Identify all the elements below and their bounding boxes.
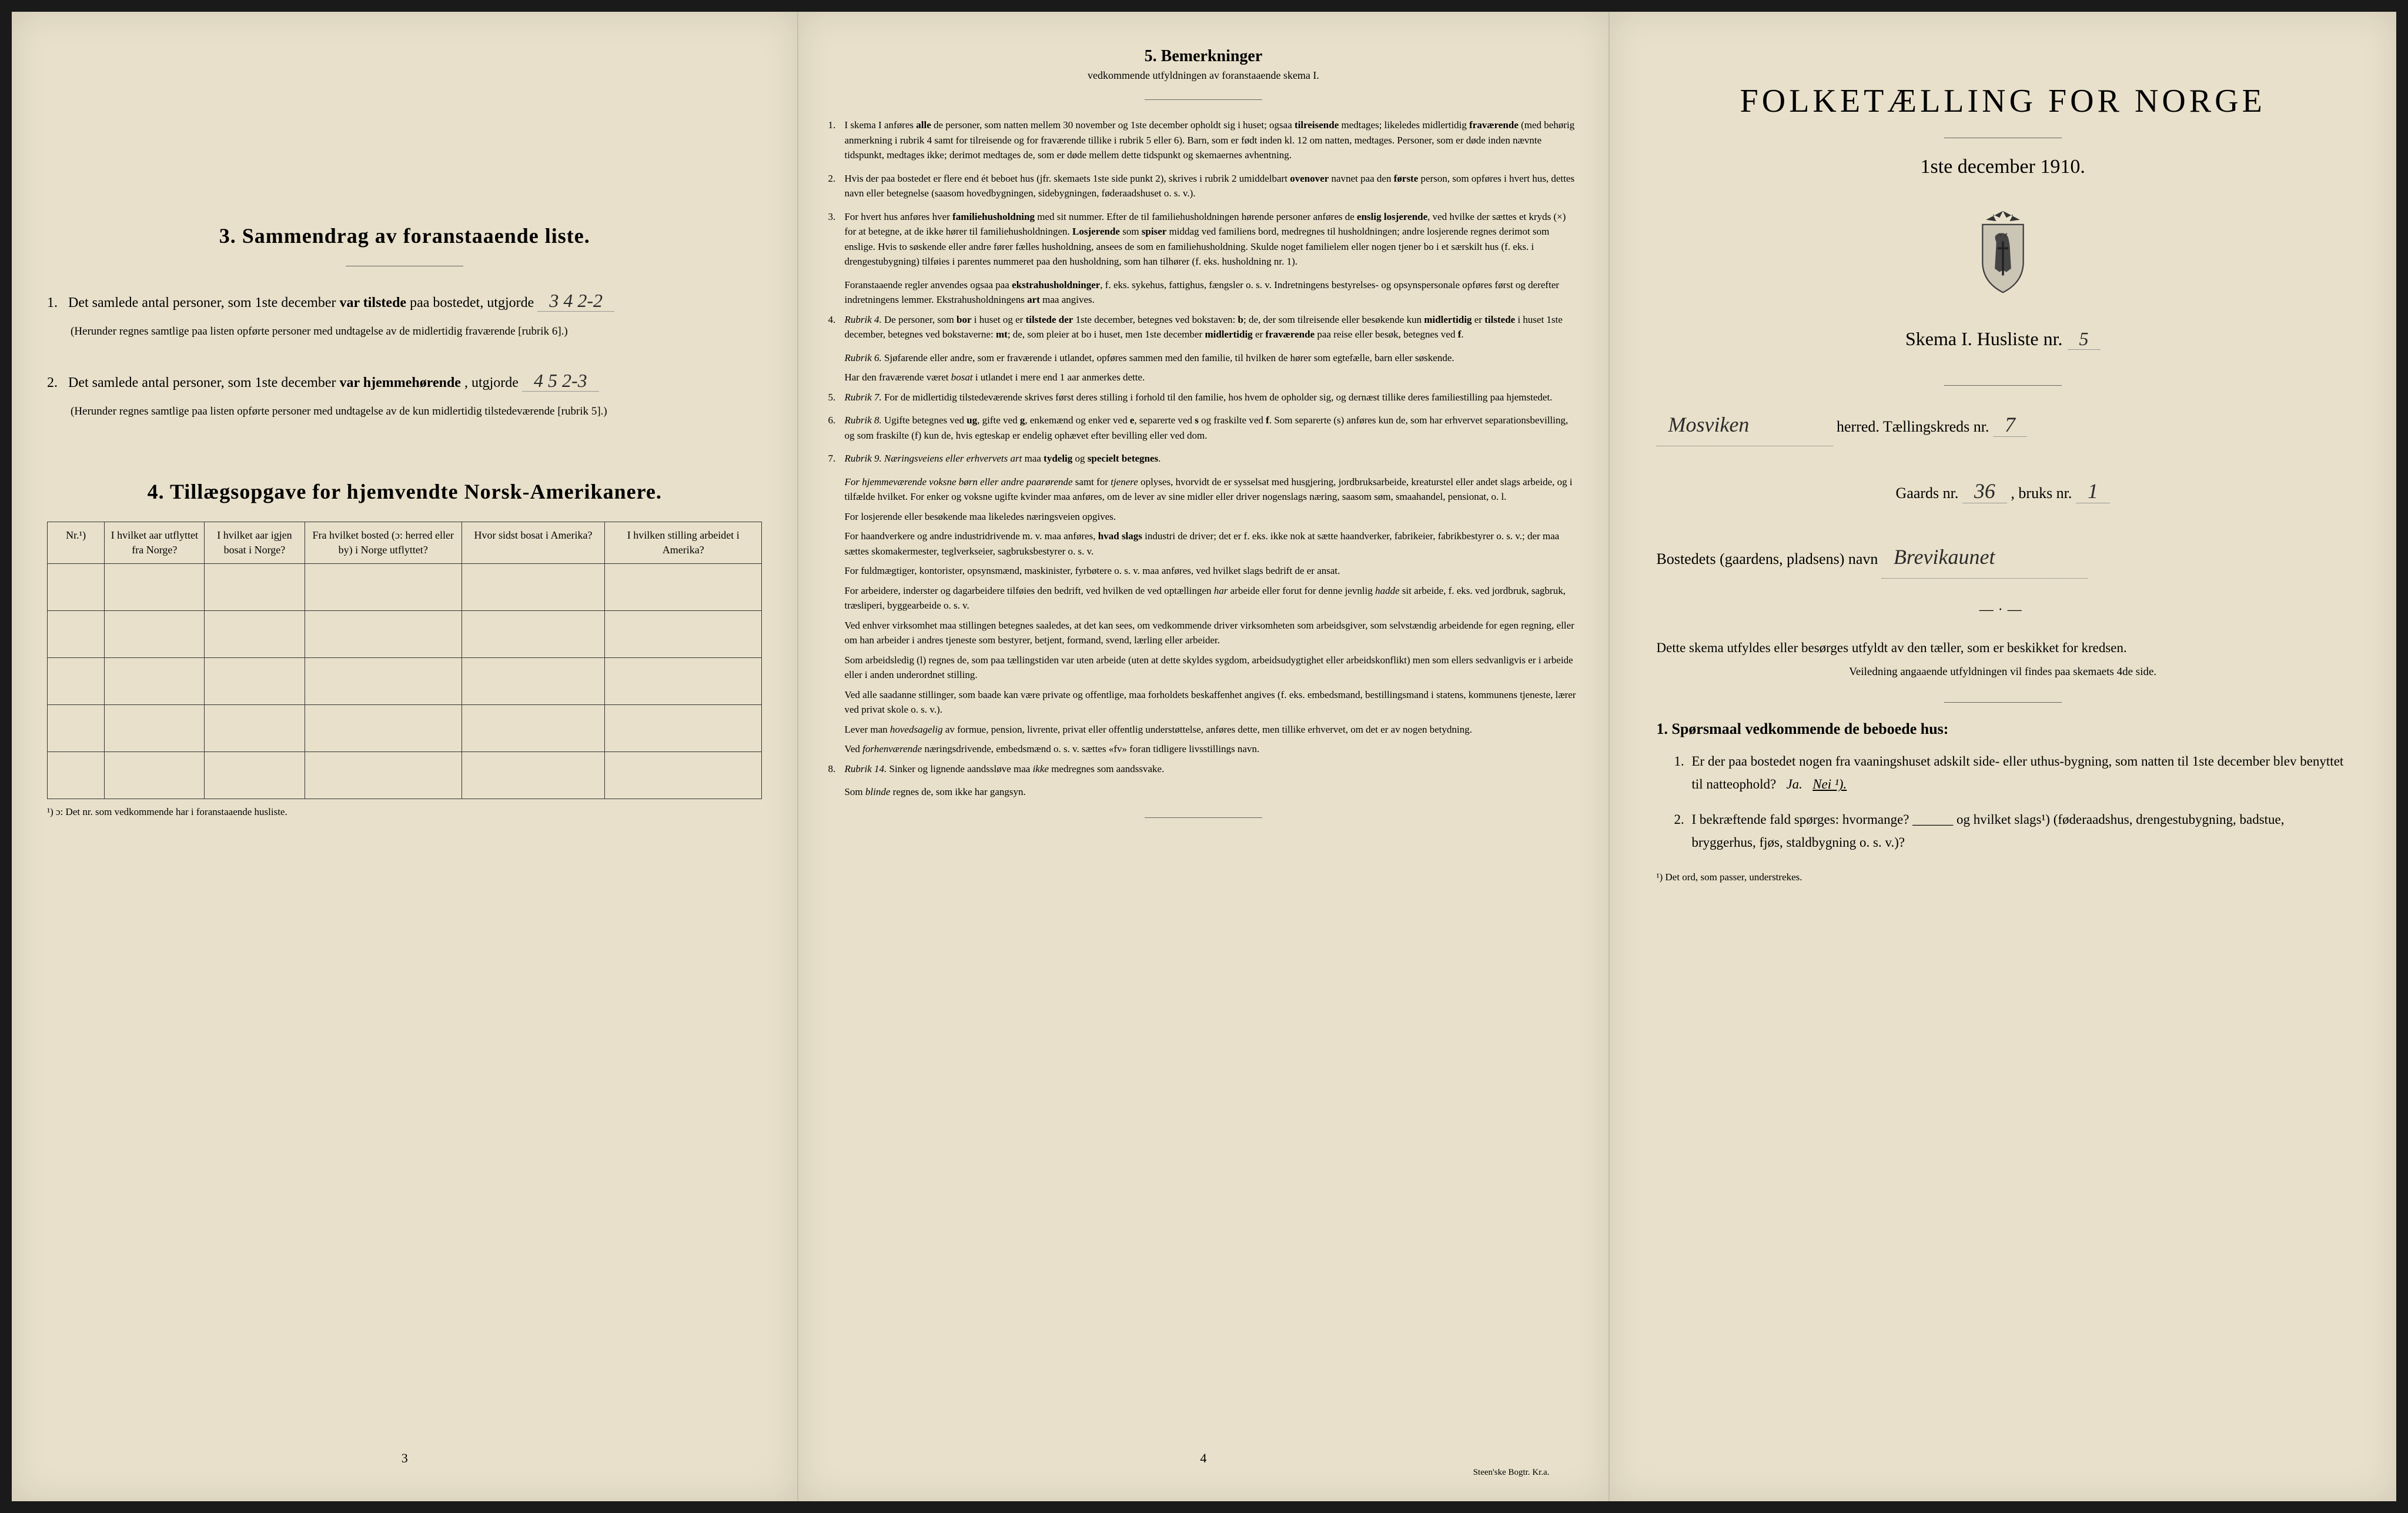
section-3-title: 3. Sammendrag av foranstaaende liste. xyxy=(47,223,762,248)
bemerk-para: Som arbeidsledig (l) regnes de, som paa … xyxy=(844,653,1578,683)
divider xyxy=(1145,817,1262,818)
printer-imprint: Steen'ske Bogtr. Kr.a. xyxy=(1473,1468,1550,1478)
bemerk-para: Rubrik 6. Sjøfarende eller andre, som er… xyxy=(844,350,1578,366)
husliste-nr: 5 xyxy=(2068,328,2101,350)
section-5-title: 5. Bemerkninger xyxy=(828,47,1578,66)
gaards-nr: 36 xyxy=(1962,479,2007,503)
divider xyxy=(1145,99,1262,100)
kreds-nr: 7 xyxy=(1993,413,2027,437)
ornament: ―·― xyxy=(1657,602,2349,618)
value-hjemme: 4 5 2-3 xyxy=(522,370,599,392)
footnote-4: ¹) ɔ: Det nr. som vedkommende har i fora… xyxy=(47,806,762,818)
col-bosat: I hvilket aar igjen bosat i Norge? xyxy=(205,522,305,563)
question-1: 1. Er der paa bostedet nogen fra vaaning… xyxy=(1674,750,2349,796)
page-3-cover: FOLKETÆLLING FOR NORGE 1ste december 191… xyxy=(1610,12,2396,1501)
bemerk-para: Ved alle saadanne stillinger, som baade … xyxy=(844,687,1578,717)
bemerk-para: For losjerende eller besøkende maa likel… xyxy=(844,509,1578,525)
table-row xyxy=(48,752,762,799)
bemerk-para: For hjemmeværende voksne børn eller andr… xyxy=(844,475,1578,505)
bemerk-item: 2.Hvis der paa bostedet er flere end ét … xyxy=(828,171,1578,201)
bemerk-para: For fuldmægtiger, kontorister, opsynsmæn… xyxy=(844,563,1578,579)
page-number: 4 xyxy=(1200,1451,1206,1466)
bemerk-item: 1.I skema I anføres alle de personer, so… xyxy=(828,118,1578,163)
bemerk-para: For haandverkere og andre industridriven… xyxy=(844,529,1578,559)
bemerk-para: Ved forhenværende næringsdrivende, embed… xyxy=(844,742,1578,757)
bemerk-item: 7.Rubrik 9. Næringsveiens eller erhverve… xyxy=(828,451,1578,466)
divider xyxy=(1944,702,2062,703)
bosted-value: Brevikaunet xyxy=(1882,536,2088,579)
col-nr: Nr.¹) xyxy=(48,522,105,563)
table-row xyxy=(48,705,762,752)
section-3: 3. Sammendrag av foranstaaende liste. 1.… xyxy=(47,223,762,420)
answer-ja: Ja. xyxy=(1786,777,1802,791)
table-row xyxy=(48,658,762,705)
herred-value: Mosviken xyxy=(1657,403,1833,446)
bruks-nr: 1 xyxy=(2076,479,2110,503)
bemerk-para: Som blinde regnes de, som ikke har gangs… xyxy=(844,784,1578,800)
page-number: 3 xyxy=(402,1451,408,1466)
bemerk-item: 6.Rubrik 8. Ugifte betegnes ved ug, gift… xyxy=(828,413,1578,443)
census-date: 1ste december 1910. xyxy=(1657,156,2349,178)
page-1: 3. Sammendrag av foranstaaende liste. 1.… xyxy=(12,12,798,1501)
question-heading: 1. Spørsmaal vedkommende de beboede hus: xyxy=(1657,720,2349,738)
footnote-p3: ¹) Det ord, som passer, understrekes. xyxy=(1657,871,2349,883)
bosted-line: Bostedets (gaardens, pladsens) navn Brev… xyxy=(1657,536,2349,579)
bemerkninger-list: 1.I skema I anføres alle de personer, so… xyxy=(828,118,1578,800)
question-2: 2. I bekræftende fald spørges: hvormange… xyxy=(1674,808,2349,854)
col-amerika: Hvor sidst bosat i Amerika? xyxy=(461,522,604,563)
col-utflyttet: I hvilket aar utflyttet fra Norge? xyxy=(105,522,205,563)
col-bosted: Fra hvilket bosted (ɔ: herred eller by) … xyxy=(305,522,461,563)
bemerk-para: Lever man hovedsagelig av formue, pensio… xyxy=(844,722,1578,737)
table-row xyxy=(48,564,762,611)
herred-line: Mosviken herred. Tællingskreds nr. 7 xyxy=(1657,403,2349,446)
item-3-2: 2. Det samlede antal personer, som 1ste … xyxy=(47,364,762,420)
coat-of-arms-icon xyxy=(1657,208,2349,299)
divider xyxy=(1944,385,2062,386)
answer-nei: Nei ¹). xyxy=(1812,777,1847,791)
bemerk-para: Foranstaaende regler anvendes ogsaa paa … xyxy=(844,278,1578,308)
value-tilstede: 3 4 2-2 xyxy=(537,290,614,312)
bemerk-item: 5.Rubrik 7. For de midlertidig tilstedev… xyxy=(828,390,1578,405)
col-stilling: I hvilken stilling arbeidet i Amerika? xyxy=(605,522,762,563)
bemerk-para: Har den fraværende været bosat i utlande… xyxy=(844,370,1578,385)
instruction-1: Dette skema utfyldes eller besørges utfy… xyxy=(1657,636,2349,660)
gaards-line: Gaards nr. 36 , bruks nr. 1 xyxy=(1657,470,2349,512)
bemerk-para: Ved enhver virksomhet maa stillingen bet… xyxy=(844,618,1578,648)
instruction-2: Veiledning angaaende utfyldningen vil fi… xyxy=(1657,666,2349,679)
main-title: FOLKETÆLLING FOR NORGE xyxy=(1657,82,2349,120)
page-2: 5. Bemerkninger vedkommende utfyldningen… xyxy=(798,12,1609,1501)
amerikanere-table: Nr.¹) I hvilket aar utflyttet fra Norge?… xyxy=(47,522,762,799)
bemerk-item: 4.Rubrik 4. De personer, som bor i huset… xyxy=(828,312,1578,342)
bemerk-para: For arbeidere, inderster og dagarbeidere… xyxy=(844,583,1578,613)
bemerk-item: 8.Rubrik 14. Sinker og lignende aandsslø… xyxy=(828,761,1578,777)
section-4-title: 4. Tillægsopgave for hjemvendte Norsk-Am… xyxy=(47,479,762,504)
section-4: 4. Tillægsopgave for hjemvendte Norsk-Am… xyxy=(47,479,762,818)
section-5-subtitle: vedkommende utfyldningen av foranstaaend… xyxy=(828,69,1578,82)
item-3-1: 1. Det samlede antal personer, som 1ste … xyxy=(47,284,762,340)
table-row xyxy=(48,611,762,658)
skema-line: Skema I. Husliste nr. 5 xyxy=(1657,328,2349,350)
census-document: 3. Sammendrag av foranstaaende liste. 1.… xyxy=(12,12,2396,1501)
bemerk-item: 3.For hvert hus anføres hver familiehush… xyxy=(828,209,1578,269)
